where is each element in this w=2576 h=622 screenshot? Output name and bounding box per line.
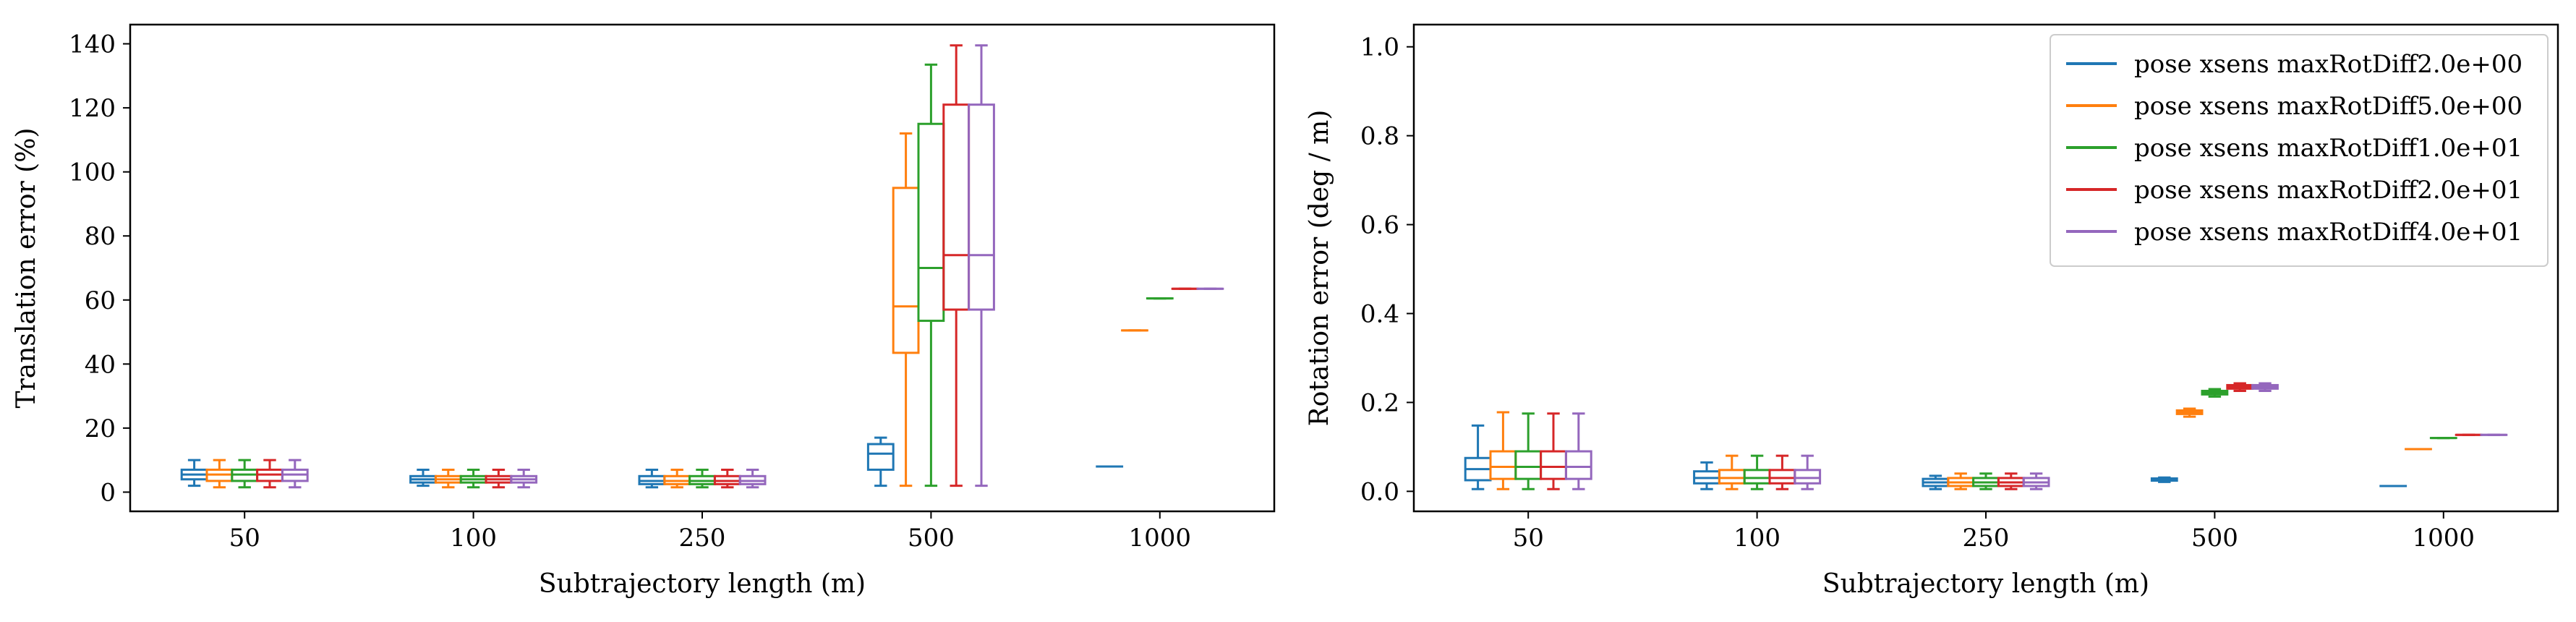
legend-item-2: pose xsens maxRotDiff5.0e+00 — [2066, 92, 2522, 121]
y-tick-label: 120 — [69, 94, 116, 123]
y-tick-label: 0.0 — [1360, 477, 1399, 506]
box-500 — [968, 44, 995, 487]
box-250 — [1922, 474, 1950, 490]
box-500 — [2201, 388, 2229, 398]
legend-label: pose xsens maxRotDiff2.0e+01 — [2134, 176, 2522, 205]
y-tick-label: 0.2 — [1360, 388, 1399, 417]
y-tick-label: 100 — [69, 158, 116, 187]
box-50 — [281, 459, 309, 489]
x-tick-label: 500 — [908, 524, 955, 553]
series-3 — [1514, 388, 2457, 490]
series-5 — [1564, 382, 2508, 490]
series-4 — [256, 44, 1199, 489]
box-body — [1564, 450, 1592, 480]
box-50 — [1464, 424, 1492, 490]
box-250 — [663, 468, 691, 489]
box-500 — [2175, 407, 2204, 418]
legend-item-4: pose xsens maxRotDiff2.0e+01 — [2066, 176, 2522, 205]
series-1 — [1464, 424, 2407, 490]
legend-item-5: pose xsens maxRotDiff4.0e+01 — [2066, 218, 2522, 247]
box-body — [866, 443, 895, 471]
box-50 — [1564, 412, 1592, 490]
box-100 — [1794, 454, 1822, 490]
legend-label: pose xsens maxRotDiff5.0e+00 — [2134, 92, 2522, 121]
box-100 — [1743, 454, 1771, 490]
y-tick-label: 40 — [85, 350, 116, 379]
x-axis-label: Subtrajectory length (m) — [1822, 569, 2149, 599]
chart-panel-1: 0 20 40 60 80 100 120 140 50 100 250 500 1000 Subtraj… — [12, 23, 1276, 599]
x-tick-label: 50 — [1513, 524, 1544, 553]
x-tick-label: 250 — [1963, 524, 2010, 553]
y-tick-label: 1.0 — [1360, 33, 1399, 62]
y-tick-label: 140 — [69, 30, 116, 59]
legend-item-3: pose xsens maxRotDiff1.0e+01 — [2066, 134, 2522, 163]
box-50 — [180, 459, 208, 487]
y-tick-label: 0 — [100, 478, 116, 507]
legend-label: pose xsens maxRotDiff1.0e+01 — [2134, 134, 2522, 163]
x-tick-label: 250 — [679, 524, 726, 553]
box-250 — [1972, 472, 2000, 490]
legend-label: pose xsens maxRotDiff4.0e+01 — [2134, 218, 2522, 247]
legend-label: pose xsens maxRotDiff2.0e+00 — [2134, 50, 2522, 79]
y-tick-label: 0.8 — [1360, 122, 1399, 151]
box-250 — [738, 468, 767, 489]
box-50 — [256, 459, 283, 489]
box-250 — [2022, 472, 2050, 490]
y-tick-label: 80 — [85, 222, 116, 251]
series-5 — [281, 44, 1224, 489]
y-tick-label: 60 — [85, 286, 116, 315]
y-tick-label: 0.6 — [1360, 211, 1399, 240]
series-3 — [231, 63, 1174, 489]
y-axis-label: Rotation error (deg / m) — [1305, 110, 1334, 427]
x-tick-label: 1000 — [1129, 524, 1192, 553]
box-500 — [2251, 382, 2279, 392]
y-tick-label: 0.4 — [1360, 299, 1399, 328]
legend-box — [2050, 34, 2549, 267]
x-tick-label: 100 — [1733, 524, 1780, 553]
x-tick-label: 500 — [2191, 524, 2238, 553]
box-500 — [2150, 476, 2178, 483]
x-tick-label: 100 — [450, 524, 497, 553]
legend: pose xsens maxRotDiff2.0e+00 pose xsens m… — [2050, 34, 2549, 267]
y-axis-label: Translation error (%) — [12, 128, 41, 409]
x-tick-label: 50 — [229, 524, 260, 553]
panels: 0 20 40 60 80 100 120 140 50 100 250 500 1000 Subtraj… — [12, 23, 2559, 599]
box-100 — [510, 468, 538, 489]
x-axis-label: Subtrajectory length (m) — [539, 569, 866, 599]
box-500 — [866, 436, 895, 487]
box-50 — [1540, 412, 1567, 490]
box-100 — [1693, 461, 1720, 490]
box-body — [968, 103, 995, 311]
box-body — [1794, 469, 1822, 485]
x-tick-label: 1000 — [2413, 524, 2475, 553]
y-tick-label: 20 — [85, 414, 116, 443]
chart-panel-2: 0.0 0.2 0.4 0.6 0.8 1.0 50 100 250 500 1000 Subtraj… — [1305, 23, 2559, 599]
legend-item-1: pose xsens maxRotDiff2.0e+00 — [2066, 50, 2522, 79]
